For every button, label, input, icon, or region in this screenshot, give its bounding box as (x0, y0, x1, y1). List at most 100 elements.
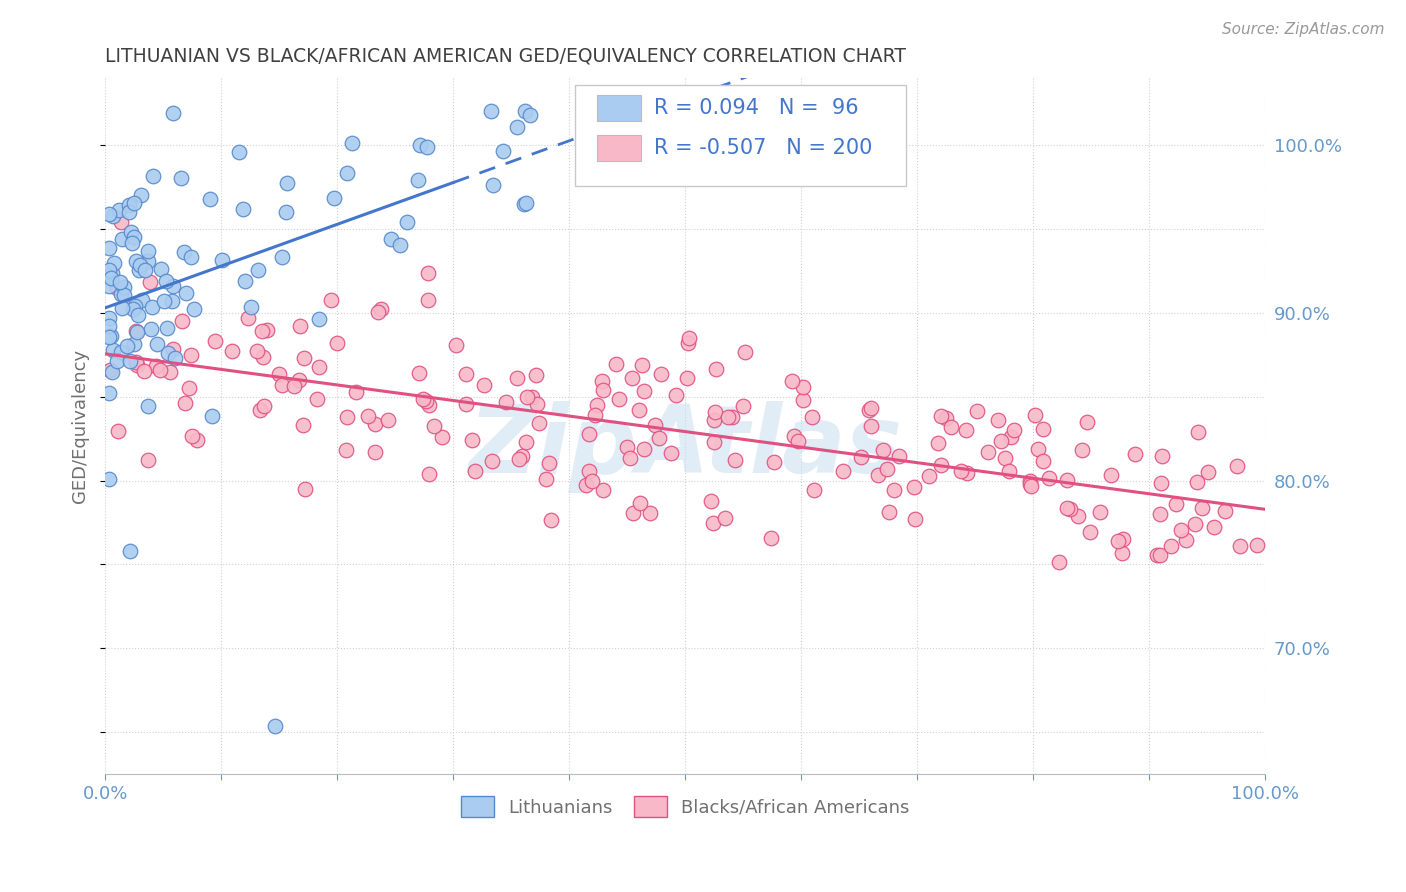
Point (950, 464, 973, 478)
Point (621, 506, 644, 520)
Point (966, 404, 988, 418)
Point (271, 250, 294, 264)
Point (929, 458, 952, 472)
Point (342, 136, 364, 150)
Point (288, 319, 311, 334)
Point (591, 374, 613, 388)
Point (1149, 508, 1171, 522)
Point (156, 345, 179, 359)
Point (120, 544, 142, 558)
Point (786, 434, 808, 449)
Point (174, 286, 197, 301)
Point (1152, 449, 1174, 463)
Point (620, 371, 643, 385)
Point (1123, 447, 1146, 461)
Point (172, 314, 194, 328)
Point (956, 466, 979, 480)
Point (125, 325, 148, 339)
Point (759, 531, 782, 545)
Point (520, 391, 543, 405)
Point (495, 395, 517, 409)
Point (364, 445, 387, 459)
Point (481, 454, 503, 468)
Point (492, 145, 515, 159)
Point (336, 166, 359, 180)
Point (1059, 501, 1081, 516)
Point (141, 300, 163, 314)
Point (1019, 476, 1042, 491)
Point (929, 409, 952, 423)
Point (515, 196, 537, 211)
Point (406, 172, 429, 186)
Point (800, 409, 823, 424)
Text: ZipAtlas: ZipAtlas (468, 401, 903, 493)
Point (1078, 524, 1101, 539)
Point (644, 418, 666, 433)
Point (1032, 421, 1054, 435)
Point (105, 354, 128, 368)
Point (418, 467, 440, 481)
Point (1170, 524, 1192, 538)
Point (1160, 539, 1182, 553)
Point (1150, 476, 1173, 491)
Point (638, 506, 661, 520)
Point (165, 351, 187, 365)
Point (412, 392, 434, 406)
Point (575, 478, 598, 492)
Point (97, 263, 120, 277)
Point (98, 363, 121, 377)
Point (321, 293, 343, 308)
Point (1019, 478, 1042, 492)
Point (129, 187, 152, 202)
Point (1028, 442, 1050, 456)
Point (876, 461, 898, 475)
Point (724, 453, 747, 467)
Point (1099, 468, 1122, 483)
Point (122, 230, 145, 244)
Point (481, 104, 503, 119)
Point (101, 266, 124, 280)
Point (100, 271, 122, 285)
Point (849, 450, 872, 464)
Point (228, 145, 250, 159)
Point (977, 445, 1000, 459)
Point (998, 464, 1021, 478)
Point (955, 423, 977, 437)
Point (1146, 548, 1168, 562)
Point (204, 334, 226, 348)
Point (107, 424, 129, 438)
Point (252, 350, 274, 364)
Point (578, 464, 600, 478)
Point (519, 108, 541, 122)
Point (380, 232, 402, 246)
Point (294, 482, 316, 496)
Point (110, 215, 132, 229)
Point (1076, 415, 1098, 429)
Point (162, 293, 184, 308)
Point (939, 419, 962, 434)
Point (540, 513, 562, 527)
Point (128, 263, 150, 277)
Point (276, 176, 298, 190)
Point (115, 339, 138, 353)
Point (211, 252, 233, 267)
Point (461, 434, 484, 448)
Point (233, 274, 256, 288)
Point (101, 209, 124, 223)
Point (180, 348, 202, 362)
Point (506, 120, 529, 135)
Point (734, 344, 756, 359)
Point (110, 286, 132, 301)
Point (364, 417, 387, 431)
Point (122, 337, 145, 351)
Point (97, 311, 120, 326)
Point (1184, 517, 1206, 532)
Point (792, 380, 814, 394)
Point (628, 403, 651, 417)
Point (872, 443, 894, 458)
Point (111, 232, 134, 246)
Point (173, 245, 195, 260)
Point (110, 276, 132, 290)
Point (136, 400, 159, 414)
Point (1202, 520, 1225, 534)
